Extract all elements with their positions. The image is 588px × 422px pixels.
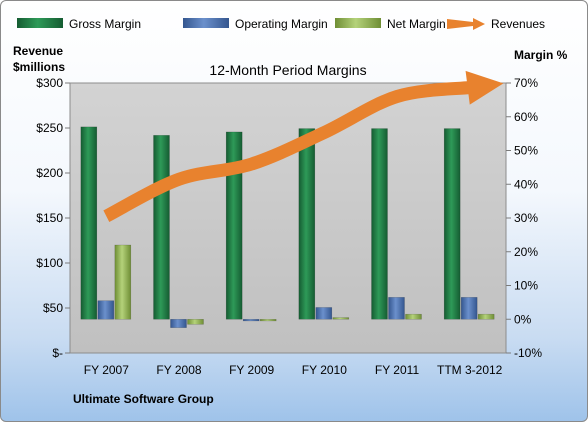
bar-series [80,126,495,328]
right-tick-label: 10% [514,279,538,293]
left-axis-title-line2: $millions [13,60,65,74]
left-axis-title-line1: Revenue [13,44,63,58]
x-tick-label: TTM 3-2012 [437,363,503,377]
net-margin-bar [332,317,350,320]
x-tick-label: FY 2008 [156,363,201,377]
right-tick-label: 0% [514,312,532,326]
legend-swatch-operating [183,18,229,28]
operating-margin-bar [460,297,478,320]
left-tick-label: $300 [36,76,63,90]
revenue-arrow-head [465,70,504,105]
right-tick-label: 50% [514,144,538,158]
left-tick-label: $200 [36,166,63,180]
gross-margin-bar [153,135,170,320]
net-margin-bar [259,319,277,322]
x-axis-labels: FY 2007 FY 2008 FY 2009 FY 2010 FY 2011 TTM 3… [84,363,503,377]
plot-area [69,82,507,354]
legend-label-gross: Gross Margin [69,17,141,31]
legend-swatch-revenue [447,18,485,30]
legend-label-net: Net Margin [387,17,446,31]
right-axis-title: Margin % [514,48,568,62]
gross-margin-bar [443,128,461,320]
gross-margin-bar [80,126,98,320]
right-tick-label: 20% [514,245,538,259]
left-tick-label: $- [52,346,63,360]
left-tick-label: $50 [43,301,63,315]
operating-margin-bar [242,319,260,322]
left-axis-ticks: $- $50 $100 $150 $200 $250 $300 [36,76,70,360]
right-tick-label: 30% [514,211,538,225]
left-tick-label: $100 [36,256,63,270]
legend-swatch-gross [17,18,63,28]
x-tick-label: FY 2009 [229,363,274,377]
right-tick-label: -10% [514,346,542,360]
operating-margin-bar [388,297,405,320]
net-margin-bar [405,313,422,320]
operating-margin-bar [170,319,187,328]
legend: Gross Margin Operating Margin Net Margin… [17,17,545,31]
right-tick-label: 40% [514,177,538,191]
x-tick-label: FY 2007 [84,363,129,377]
gross-margin-bar [225,131,243,320]
legend-label-revenue: Revenues [491,17,545,31]
left-tick-label: $150 [36,211,63,225]
operating-margin-bar [315,307,333,320]
legend-swatch-net [335,18,381,28]
chart-title: 12-Month Period Margins [209,62,366,78]
net-margin-bar [477,313,495,320]
right-tick-label: 70% [514,76,538,90]
company-name: Ultimate Software Group [73,392,214,406]
x-tick-label: FY 2011 [375,363,420,377]
revenue-arrow-line [103,81,471,222]
revenue-series [103,70,504,222]
gross-margin-bar [298,128,316,320]
x-tick-label: FY 2010 [302,363,347,377]
net-margin-bar [114,244,132,320]
legend-label-operating: Operating Margin [235,17,328,31]
gross-margin-bar [371,128,388,320]
left-tick-label: $250 [36,121,63,135]
net-margin-bar [187,319,204,325]
right-axis-ticks: -10% 0% 10% 20% 30% 40% 50% 60% 70% [506,76,542,360]
operating-margin-bar [97,300,115,320]
right-tick-label: 60% [514,110,538,124]
